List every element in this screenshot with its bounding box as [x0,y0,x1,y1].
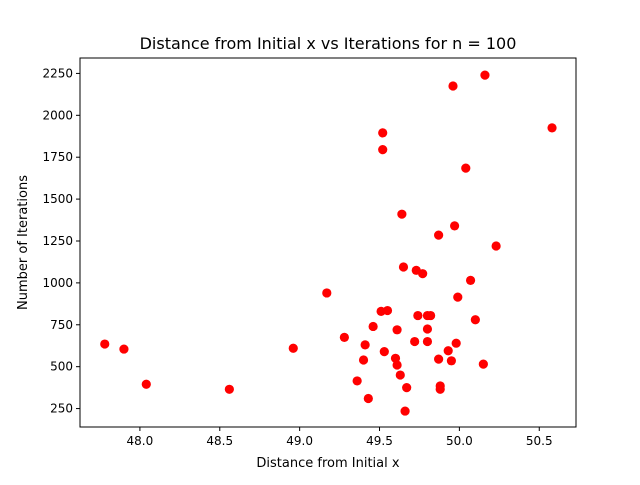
data-point [378,128,388,138]
data-point [435,384,445,394]
x-axis-label: Distance from Initial x [256,456,399,471]
data-point [352,376,362,386]
data-point [446,356,456,366]
y-tick-label: 1250 [42,234,73,248]
x-tick-label: 49.5 [366,434,393,448]
data-point [478,359,488,369]
data-point [547,123,557,133]
data-point [413,310,423,321]
data-point [397,209,407,219]
data-point [461,163,471,173]
x-axis-ticks: 48.0 48.5 49.0 49.5 50.0 50.5 [127,427,553,448]
data-point [398,262,409,272]
data-point [368,321,378,332]
data-point [382,305,393,316]
data-point [119,344,129,354]
y-tick-label: 1750 [42,150,73,164]
chart-title: Distance from Initial x vs Iterations fo… [140,34,517,53]
data-point [450,221,460,231]
y-tick-label: 2250 [42,66,73,80]
data-point [100,339,110,349]
data-point [322,288,332,298]
data-point [363,393,373,404]
y-tick-label: 500 [50,360,73,374]
data-point [453,292,463,302]
x-tick-label: 50.5 [526,434,553,448]
data-point [224,384,234,394]
data-point [451,338,461,348]
data-point [402,383,412,393]
data-point [434,230,444,240]
data-point [434,354,444,364]
y-axis-label: Number of Iterations [16,175,31,310]
data-point [480,70,490,80]
data-point [141,379,151,389]
data-points [100,70,557,416]
data-point [422,336,433,347]
data-point [395,370,405,380]
x-tick-label: 48.5 [206,434,233,448]
y-tick-label: 2000 [42,108,73,122]
plot-background [80,58,576,427]
data-point [358,355,369,365]
y-tick-label: 1000 [42,276,73,290]
y-axis-ticks: 250 500 750 1000 1250 1500 1750 2000 2250 [42,66,80,416]
data-point [470,315,480,325]
data-point [410,336,420,347]
x-tick-label: 49.0 [286,434,313,448]
x-tick-label: 48.0 [127,434,154,448]
data-point [392,325,402,335]
data-point [379,346,389,357]
data-point [422,324,433,334]
data-point [288,343,298,353]
data-point [378,145,388,155]
data-point [392,360,402,370]
y-tick-label: 750 [50,318,73,332]
plot-frame [79,57,577,428]
data-point [360,340,370,350]
data-point [418,269,428,279]
data-point [448,81,458,91]
data-point [339,332,349,342]
x-tick-label: 50.0 [446,434,473,448]
data-point [426,310,436,321]
data-point [491,241,501,251]
data-point [443,346,453,356]
data-point [400,406,410,416]
y-tick-label: 1500 [42,192,73,206]
data-point [465,275,476,285]
y-tick-label: 250 [50,402,73,416]
